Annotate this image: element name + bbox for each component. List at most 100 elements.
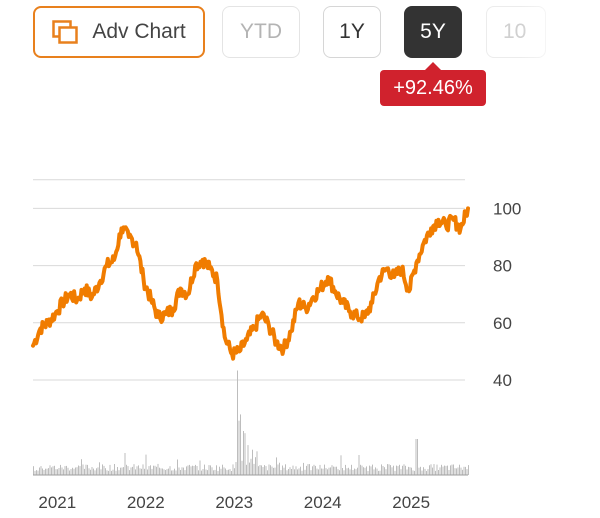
y-axis-labels: 100 80 60 40 — [493, 199, 521, 390]
volume-bar — [330, 467, 331, 475]
volume-bar — [202, 469, 204, 475]
volume-bar — [292, 465, 294, 475]
volume-bar — [109, 464, 111, 475]
volume-bar — [192, 465, 193, 475]
volume-bar — [180, 470, 181, 475]
volume-bar — [273, 467, 274, 475]
volume-bar — [61, 467, 63, 475]
volume-bar — [133, 464, 135, 475]
volume-bar — [333, 466, 334, 475]
volume-bar — [57, 469, 58, 475]
volume-bar — [252, 449, 253, 475]
volume-bar — [147, 469, 148, 475]
volume-bar — [318, 469, 319, 475]
volume-bar — [406, 469, 408, 475]
volume-bar — [463, 466, 465, 475]
volume-bar — [189, 464, 190, 475]
volume-bar — [226, 470, 228, 475]
volume-bar — [331, 465, 333, 475]
chart-grid — [33, 179, 465, 381]
volume-bar — [415, 439, 417, 475]
volume-bar — [315, 465, 316, 475]
volume-bar — [210, 465, 211, 475]
volume-bar — [178, 467, 180, 475]
volume-bar — [126, 464, 127, 475]
volume-bar — [460, 467, 462, 475]
volume-bar — [358, 455, 360, 475]
volume-bar — [414, 470, 415, 475]
volume-bar — [172, 470, 174, 475]
volume-bar — [456, 468, 457, 475]
volume-bar — [259, 465, 261, 475]
volume-bar — [159, 467, 160, 475]
volume-bar — [256, 451, 258, 475]
volume-bar — [237, 370, 238, 475]
volume-bar — [312, 466, 313, 475]
volume-bar — [42, 468, 43, 475]
volume-bar — [129, 470, 130, 475]
volume-bar — [60, 464, 61, 475]
volume-bar — [54, 465, 55, 475]
volume-bar — [319, 464, 321, 475]
volume-bar — [207, 470, 208, 475]
volume-bar — [118, 470, 120, 475]
volume-bar — [382, 466, 384, 475]
volume-bar — [436, 464, 438, 475]
volume-bar — [424, 468, 426, 475]
volume-bar — [49, 465, 51, 475]
volume-bar — [37, 470, 39, 475]
volume-bar — [370, 466, 372, 475]
volume-bar — [448, 470, 450, 475]
volume-bar — [381, 464, 382, 475]
volume-bar — [409, 467, 411, 475]
volume-bar — [216, 465, 217, 475]
range-5y-button[interactable]: 5Y — [404, 6, 462, 58]
volume-bar — [321, 468, 322, 475]
volume-bar — [232, 464, 234, 475]
volume-bar — [234, 468, 235, 475]
volume-bar — [46, 468, 48, 475]
volume-bar — [117, 467, 118, 475]
volume-bar — [352, 470, 354, 475]
volume-bar — [366, 466, 367, 475]
volume-bar — [274, 467, 276, 475]
volume-bar — [420, 466, 421, 475]
volume-bar — [72, 467, 73, 475]
volume-bar — [462, 469, 463, 475]
x-tick-label: 2024 — [304, 493, 342, 512]
volume-bar — [75, 467, 76, 475]
volume-bar — [349, 469, 351, 475]
volume-bar — [48, 468, 49, 475]
volume-bar — [442, 466, 444, 475]
adv-chart-button[interactable]: Adv Chart — [33, 6, 205, 58]
volume-bar — [199, 460, 201, 475]
volume-bar — [93, 468, 94, 475]
volume-bar — [141, 468, 142, 475]
range-ytd-button[interactable]: YTD — [222, 6, 300, 58]
volume-bar — [267, 470, 268, 475]
volume-bar — [379, 470, 381, 475]
volume-bar — [33, 466, 34, 475]
volume-bar — [313, 464, 315, 475]
volume-bar — [229, 469, 231, 475]
x-tick-label: 2022 — [127, 493, 165, 512]
volume-bar — [385, 469, 387, 475]
volume-bar — [201, 470, 202, 475]
volume-bar — [171, 470, 172, 475]
range-1y-button[interactable]: 1Y — [323, 6, 381, 58]
volume-bar — [73, 468, 75, 475]
volume-bar — [51, 467, 52, 475]
volume-bar — [309, 464, 310, 475]
volume-bar — [108, 470, 109, 475]
volume-bar — [444, 465, 445, 475]
volume-bar — [451, 464, 453, 475]
volume-bar — [217, 471, 219, 475]
volume-bar — [91, 467, 93, 475]
volume-bar — [328, 467, 330, 475]
volume-bar — [247, 445, 249, 475]
price-chart[interactable]: 100 80 60 40 2021 2022 2023 2024 2025 — [0, 130, 600, 518]
toolbar-scroll-fade — [520, 0, 600, 64]
volume-bar — [357, 467, 358, 475]
volume-bar — [231, 471, 232, 475]
volume-bar — [156, 466, 157, 475]
